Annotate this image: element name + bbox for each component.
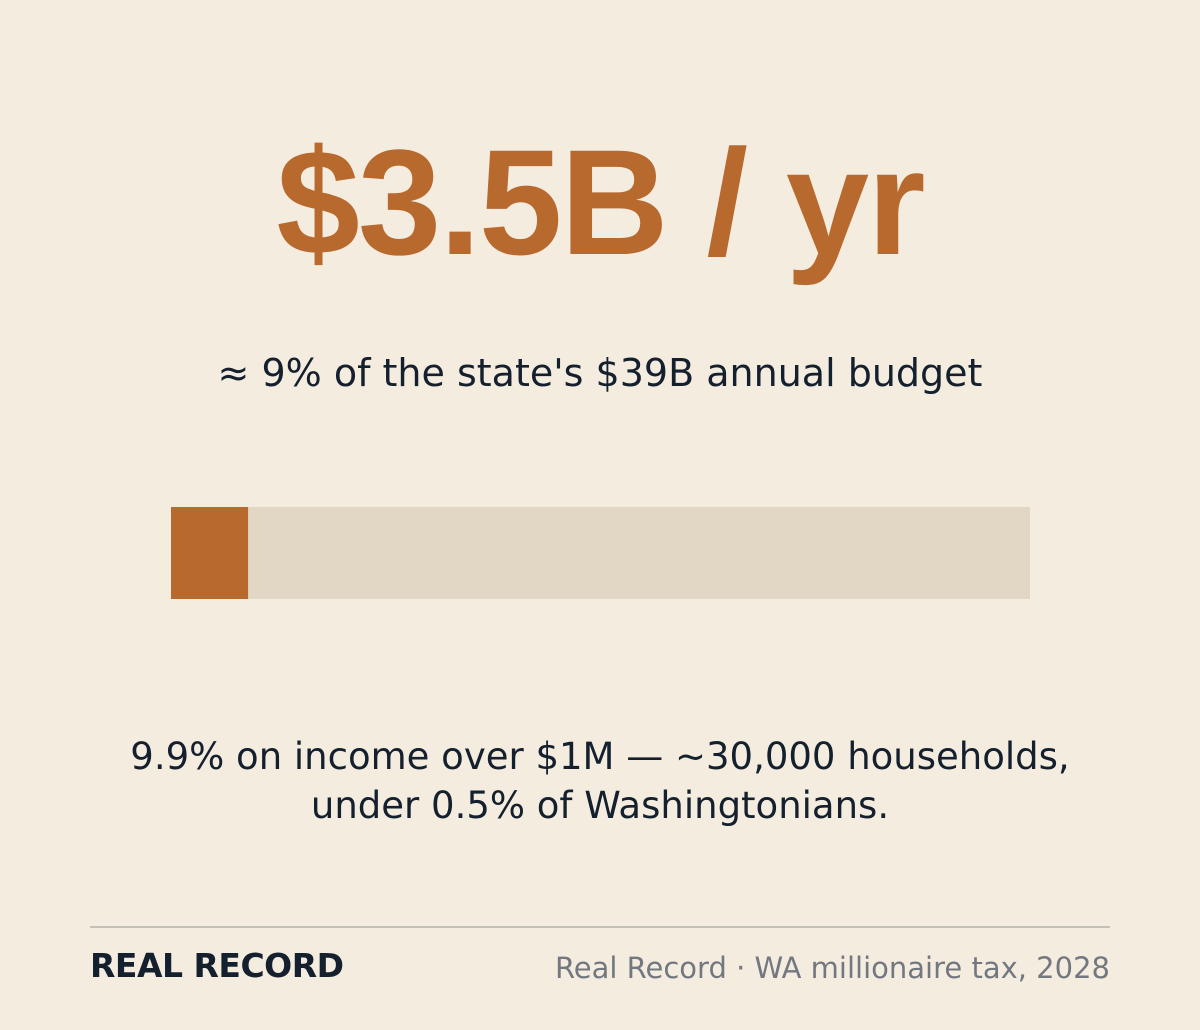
meter: [171, 507, 1030, 599]
brand: REAL RECORD: [90, 946, 344, 985]
source: Real Record · WA millionaire tax, 2028: [554, 951, 1110, 985]
headline: $3.5B / yr: [276, 118, 925, 286]
subtitle: ≈ 9% of the state's $39B annual budget: [217, 351, 983, 395]
note: 9.9% on income over $1M — ~30,000 househ…: [0, 732, 1200, 830]
divider: [90, 926, 1110, 928]
note-line: under 0.5% of Washingtonians.: [310, 784, 890, 827]
note-line: 9.9% on income over $1M — ~30,000 househ…: [130, 735, 1070, 778]
meter-track: [171, 507, 1030, 599]
meter-fill: [171, 507, 249, 599]
